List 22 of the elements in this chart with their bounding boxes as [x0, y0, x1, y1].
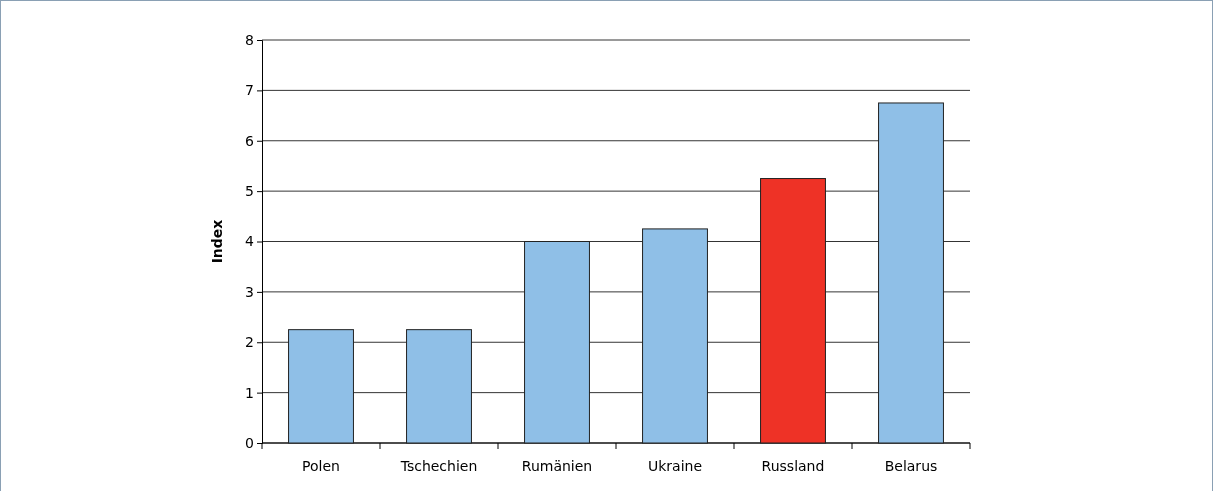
x-tick-label: Russland	[761, 458, 825, 474]
y-tick-label: 4	[245, 233, 255, 250]
x-tick-label: Polen	[302, 458, 340, 474]
y-tick-label: 0	[245, 434, 254, 451]
x-tick-label: Rumänien	[521, 458, 593, 474]
bar	[878, 102, 944, 444]
bar	[642, 228, 708, 444]
y-tick-label: 6	[245, 132, 255, 149]
bar	[760, 178, 826, 444]
y-tick-label: 2	[245, 334, 254, 351]
y-axis-title: Index	[209, 219, 225, 264]
bar	[524, 241, 590, 444]
y-tick-label: 1	[245, 384, 254, 401]
y-tick-label: 3	[245, 283, 254, 300]
y-tick-label: 5	[245, 183, 254, 200]
y-tick-label: 7	[245, 82, 254, 99]
bar	[288, 329, 354, 444]
y-tick-label: 8	[245, 31, 254, 48]
x-tick-label: Tschechien	[399, 458, 478, 474]
bar	[406, 329, 472, 444]
x-tick-label: Belarus	[884, 458, 938, 474]
x-tick-label: Ukraine	[647, 458, 703, 474]
